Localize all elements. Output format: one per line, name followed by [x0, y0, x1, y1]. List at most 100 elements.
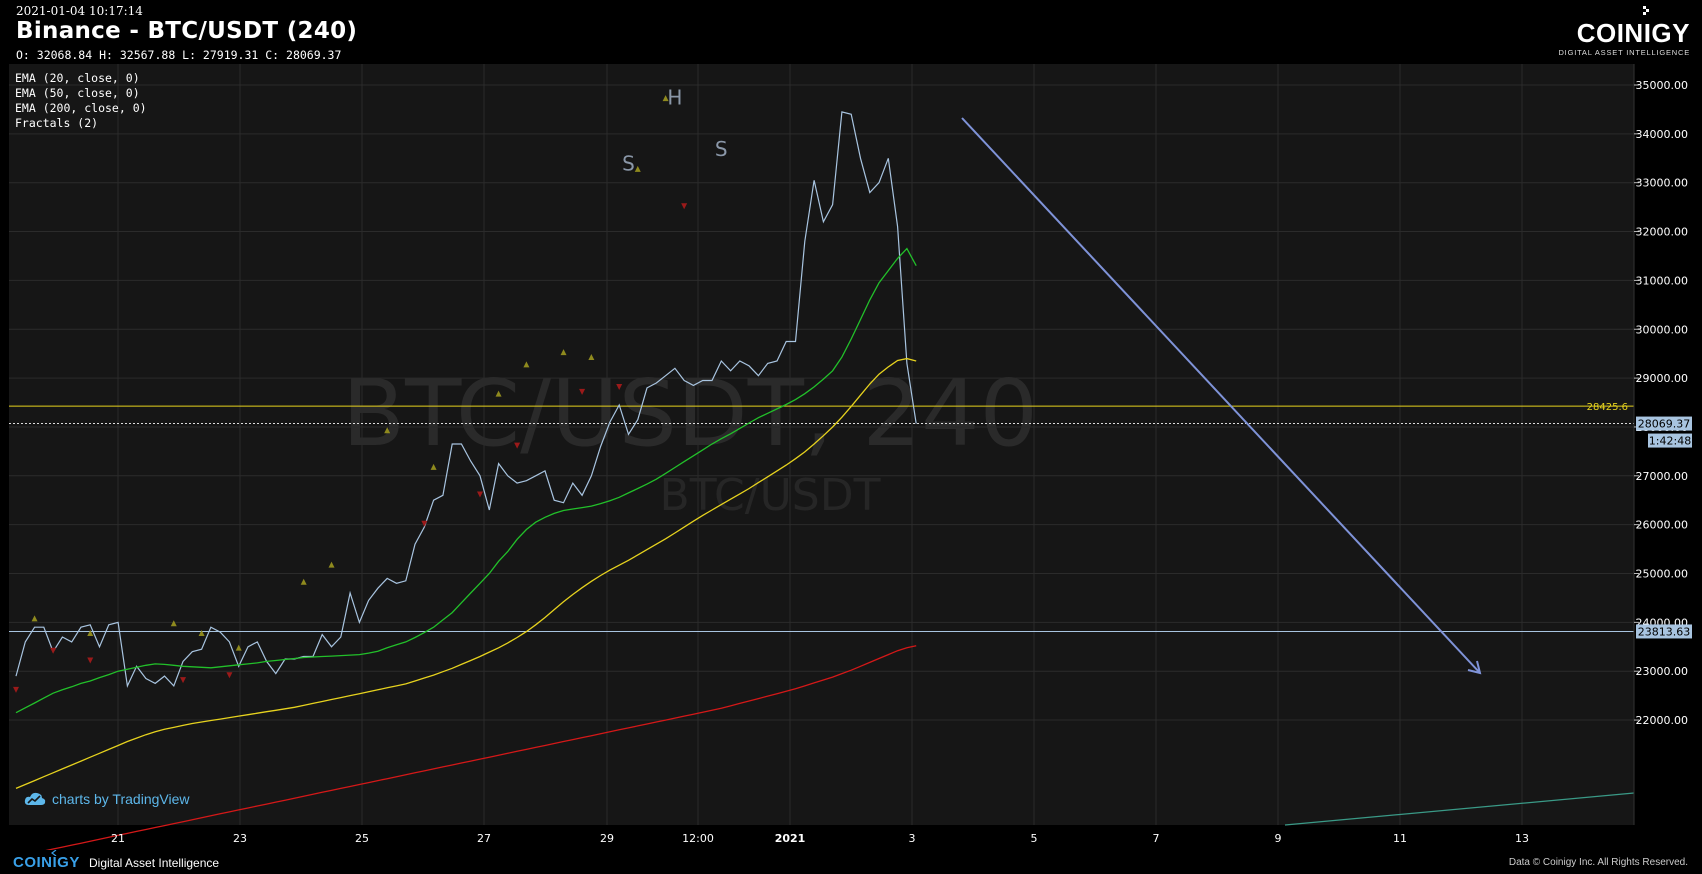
watermark-subtitle: BTC/USDT	[660, 470, 881, 521]
fractal-markers	[13, 95, 688, 693]
pattern-label-h[interactable]: H	[667, 86, 682, 110]
fractal-down-marker	[616, 383, 623, 390]
logo-mark-icon	[1643, 6, 1649, 15]
pattern-annotations: S H S	[622, 86, 728, 176]
price-tick-label: 32000.00	[1636, 226, 1689, 239]
fractal-down-marker	[421, 520, 428, 527]
price-tick-label: 23000.00	[1636, 665, 1689, 678]
time-tick-label: 7	[1153, 832, 1160, 845]
ohlc-readout: O: 32068.84 H: 32567.88 L: 27919.31 C: 2…	[16, 48, 342, 62]
price-tick-label: 22000.00	[1636, 714, 1689, 727]
horizontal-lines	[9, 405, 1634, 632]
price-tick-label: 31000.00	[1636, 274, 1689, 287]
footer-logo[interactable]: COINIGY	[13, 854, 80, 871]
footer-copyright: Data © Coinigy Inc. All Rights Reserved.	[1508, 857, 1688, 868]
fractal-up-marker	[634, 165, 641, 172]
last-price-label: 28069.37	[1638, 418, 1691, 431]
fractal-down-marker	[226, 672, 233, 679]
support-price-label: 23813.63	[1638, 625, 1691, 638]
footer-logo-mark-icon	[51, 850, 57, 856]
time-axis[interactable]: 21 23 25 27 29 12:00 2021 3 5 7 9 11 13	[111, 832, 1529, 845]
fractal-up-marker	[87, 630, 94, 637]
price-tick-label: 26000.00	[1636, 519, 1689, 532]
time-tick-label: 3	[909, 832, 916, 845]
hline-value-label: 28425.6	[1587, 402, 1628, 413]
time-tick-label: 5	[1031, 832, 1038, 845]
price-tick-label: 33000.00	[1636, 177, 1689, 190]
fractal-up-marker	[328, 561, 335, 568]
time-tick-label: 12:00	[682, 832, 714, 845]
logo-name: COINIGY	[1576, 18, 1690, 48]
time-tick-label: 27	[477, 832, 491, 845]
indicator-ema20[interactable]: EMA (20, close, 0)	[15, 71, 140, 85]
fractal-down-marker	[579, 388, 586, 395]
price-tick-label: 35000.00	[1636, 79, 1689, 92]
candle-countdown-label: 1:42:48	[1649, 435, 1691, 448]
indicator-ema200[interactable]: EMA (200, close, 0)	[15, 101, 147, 115]
fractal-up-marker	[170, 620, 177, 627]
fractal-up-marker	[300, 578, 307, 585]
fractal-up-marker	[31, 615, 38, 622]
cloud-icon	[24, 792, 46, 805]
price-tick-label: 30000.00	[1636, 323, 1689, 336]
fractal-down-marker	[681, 203, 688, 210]
series-lines	[15, 111, 917, 850]
fractal-down-marker	[514, 442, 521, 449]
fractal-down-marker	[87, 657, 94, 664]
ema20-line[interactable]	[15, 247, 917, 714]
time-tick-label: 13	[1515, 832, 1529, 845]
fractal-up-marker	[495, 390, 502, 397]
indicator-ema50[interactable]: EMA (50, close, 0)	[15, 86, 140, 100]
support-price-box	[1636, 624, 1692, 639]
grid-lines	[9, 64, 1634, 825]
watermark-symbol: BTC/USDT, 240	[342, 360, 1038, 467]
time-tick-label: 21	[111, 832, 125, 845]
fractal-down-marker	[477, 491, 483, 498]
indicator-legend: EMA (20, close, 0) EMA (50, close, 0) EM…	[15, 71, 147, 131]
chart-header: 2021-01-04 10:17:14 Binance - BTC/USDT (…	[0, 0, 1702, 64]
footer: COINIGY Digital Asset Intelligence Data …	[0, 850, 1702, 874]
countdown-box	[1648, 433, 1692, 448]
time-tick-label: 9	[1275, 832, 1282, 845]
fractal-down-marker	[50, 647, 57, 654]
logo-tagline: DIGITAL ASSET INTELLIGENCE	[1558, 48, 1690, 57]
tradingview-badge[interactable]: charts by TradingView	[24, 791, 189, 807]
tradingview-label: charts by TradingView	[52, 791, 190, 807]
fractal-up-marker	[384, 427, 391, 434]
price-tick-label: 29000.00	[1636, 372, 1689, 385]
pattern-label-s[interactable]: S	[622, 151, 635, 175]
price-tick-label: 34000.00	[1636, 128, 1689, 141]
fractal-up-marker	[662, 95, 669, 102]
chart-title: Binance - BTC/USDT (240)	[16, 18, 358, 44]
fractal-up-marker	[588, 354, 595, 361]
trend-arrow-head[interactable]	[1467, 660, 1482, 675]
trend-arrow-shaft[interactable]	[961, 117, 1481, 674]
trend-arrow[interactable]	[961, 117, 1482, 675]
price-line[interactable]	[15, 111, 917, 688]
fractal-down-marker	[180, 677, 187, 684]
fractal-up-marker	[198, 630, 205, 637]
trendline-lower[interactable]	[1284, 792, 1635, 826]
price-tick-label: 27000.00	[1636, 470, 1689, 483]
fractal-up-marker	[523, 361, 530, 368]
fractal-up-marker	[430, 463, 437, 470]
coinigy-logo[interactable]: COINIGY DIGITAL ASSET INTELLIGENCE	[1558, 6, 1690, 58]
time-tick-label: 25	[355, 832, 369, 845]
fractal-up-marker	[235, 644, 242, 651]
ema50-line[interactable]	[15, 357, 917, 789]
time-axis-background	[9, 825, 1634, 850]
fractal-up-marker	[560, 349, 567, 356]
ema200-line[interactable]	[16, 645, 917, 850]
time-tick-label: 11	[1393, 832, 1407, 845]
price-labels: 28425.6 28069.37 1:42:48 23813.63	[1587, 402, 1692, 639]
price-tick-label: 25000.00	[1636, 568, 1689, 581]
footer-tagline: Digital Asset Intelligence	[89, 856, 220, 870]
snapshot-timestamp: 2021-01-04 10:17:14	[16, 4, 143, 18]
time-tick-label: 2021	[775, 832, 806, 845]
plot-background	[9, 64, 1634, 825]
indicator-fractals[interactable]: Fractals (2)	[15, 116, 99, 130]
time-tick-label: 23	[233, 832, 247, 845]
price-chart[interactable]: BTC/USDT, 240 BTC/USDT S H S 35000.00 34000…	[0, 64, 1702, 850]
pattern-label-s[interactable]: S	[715, 137, 728, 161]
fractal-down-marker	[13, 686, 19, 693]
